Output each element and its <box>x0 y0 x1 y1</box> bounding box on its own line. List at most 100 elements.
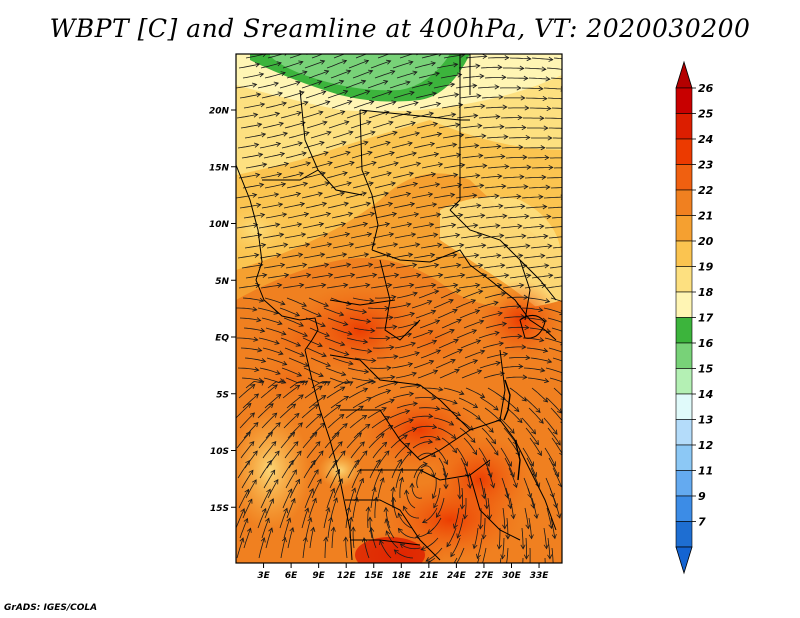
streamline-arrow <box>347 211 354 217</box>
streamline <box>524 176 546 179</box>
streamline <box>281 367 302 377</box>
streamline <box>397 322 419 329</box>
streamline-arrow <box>538 307 544 313</box>
streamline-arrow <box>265 517 270 523</box>
streamline-arrow <box>471 329 478 334</box>
streamline <box>328 347 349 355</box>
streamline-arrow <box>571 57 575 61</box>
streamline <box>242 297 264 302</box>
streamline <box>392 172 414 179</box>
streamline <box>412 330 433 339</box>
streamline-arrow <box>347 330 353 336</box>
streamline <box>416 469 424 489</box>
streamline-arrow <box>350 526 356 532</box>
streamline <box>305 517 312 539</box>
streamline <box>396 292 418 299</box>
streamline-arrow <box>524 324 530 330</box>
streamline <box>524 507 529 529</box>
streamline-arrow <box>438 386 444 392</box>
streamline-arrow <box>413 321 419 327</box>
streamline <box>499 195 521 199</box>
colorbar-swatch <box>675 342 693 369</box>
streamline-arrow <box>253 393 260 399</box>
streamline-arrow <box>501 183 507 189</box>
streamline <box>238 63 260 69</box>
streamline <box>279 508 288 529</box>
streamline-arrow <box>390 496 397 502</box>
streamline-arrow <box>361 191 368 197</box>
streamline-arrow <box>362 387 369 393</box>
streamline-arrow <box>272 412 278 418</box>
map-axes: 20N 15N 10N 5N EQ 5S 10S 15S 3E 6E 9E 12E 15E 18E 21E 2… <box>209 107 549 582</box>
streamline-arrow <box>517 418 523 424</box>
streamline-arrow <box>459 390 465 396</box>
streamline-arrow <box>498 203 504 209</box>
streamline-arrow <box>299 352 305 357</box>
streamline-arrow <box>476 553 481 560</box>
streamline-arrow <box>541 174 547 180</box>
streamline <box>484 76 506 79</box>
streamline-arrow <box>457 182 463 188</box>
streamline <box>507 215 529 219</box>
colorbar-label: 14 <box>698 388 713 401</box>
streamline <box>323 307 344 316</box>
streamline-arrow <box>570 136 574 140</box>
streamline-arrow <box>317 191 323 197</box>
streamline-arrow <box>517 115 523 121</box>
streamline-arrow <box>411 371 417 377</box>
streamline <box>279 403 296 419</box>
streamline <box>239 518 248 539</box>
streamline-arrow <box>497 311 503 317</box>
streamline <box>546 397 562 414</box>
streamline <box>396 403 418 409</box>
streamline-arrow <box>564 382 569 386</box>
streamline-arrow <box>544 263 550 269</box>
streamline-arrow <box>496 574 500 578</box>
streamline-arrow <box>517 223 523 229</box>
streamline <box>376 243 398 249</box>
streamline <box>238 174 260 179</box>
streamline <box>241 153 263 159</box>
streamline <box>478 447 490 467</box>
streamline <box>240 234 262 239</box>
streamline-arrow <box>459 242 465 248</box>
streamline-arrow <box>534 440 539 446</box>
streamline-arrow <box>410 232 417 238</box>
streamline-arrow <box>303 212 310 218</box>
streamline-arrow <box>346 262 352 268</box>
streamline <box>462 75 484 79</box>
streamline-arrow <box>350 272 356 278</box>
streamline <box>415 527 435 538</box>
streamline-arrow <box>473 113 479 119</box>
streamline <box>264 72 286 79</box>
streamline-arrow <box>252 479 257 485</box>
streamline-arrow <box>317 80 323 85</box>
streamline <box>324 337 345 346</box>
streamline-arrow <box>253 142 260 148</box>
streamline-arrow <box>299 282 305 288</box>
streamline <box>440 74 462 79</box>
streamline <box>350 441 365 459</box>
colorbar-top-arrow <box>675 60 693 89</box>
streamline <box>245 380 265 389</box>
streamline-arrow <box>324 332 330 337</box>
streamline-arrow <box>283 161 290 167</box>
streamline <box>260 384 278 399</box>
streamline <box>330 70 351 79</box>
streamline-arrow <box>408 391 415 397</box>
streamline-arrow <box>543 378 550 384</box>
streamline <box>283 203 305 209</box>
streamline <box>353 424 370 439</box>
streamline-arrow <box>388 315 394 321</box>
streamline-arrow <box>381 407 387 412</box>
streamline-arrow <box>523 75 529 81</box>
streamline <box>236 508 245 529</box>
streamline <box>259 143 281 149</box>
streamline-arrow <box>568 361 573 365</box>
streamline <box>310 450 324 469</box>
streamline <box>465 55 487 59</box>
streamline <box>304 60 325 69</box>
colorbar-label: 24 <box>698 133 713 146</box>
streamline <box>508 357 530 359</box>
streamline <box>478 225 500 229</box>
